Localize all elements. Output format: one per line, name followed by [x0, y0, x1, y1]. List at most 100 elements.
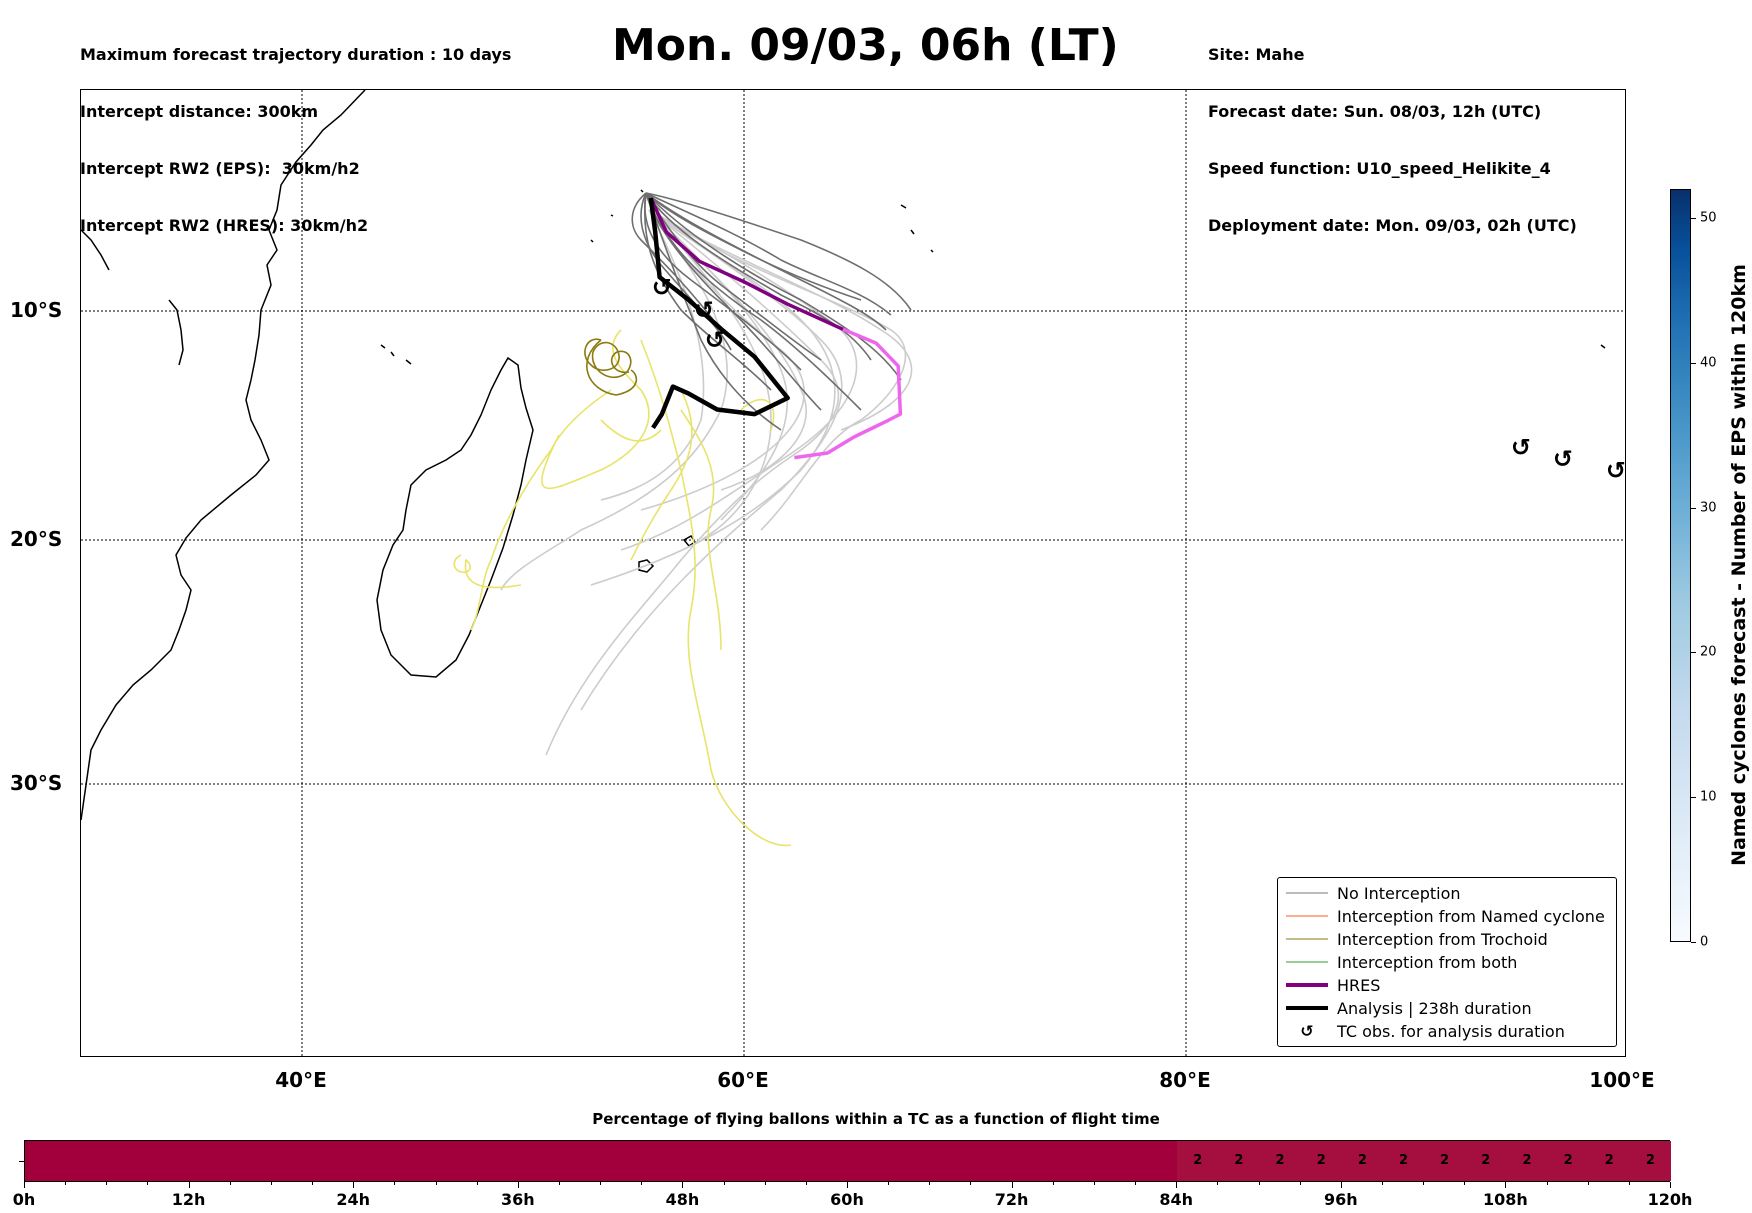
colorbar-tick	[1691, 217, 1696, 219]
legend-item-both: Interception from both	[1286, 951, 1517, 973]
timeline-tick-label: 84h	[1159, 1190, 1194, 1209]
intercept-distance-text: Intercept distance: 300km	[80, 102, 319, 121]
timeline-tick	[517, 1182, 519, 1188]
lat-label-30s: 30°S	[10, 771, 63, 795]
timeline-tick	[1176, 1182, 1178, 1188]
timeline-title: Percentage of flying ballons within a TC…	[592, 1110, 1160, 1128]
tc-observation-symbol: ↺	[652, 273, 672, 301]
timeline-tick	[1423, 1182, 1425, 1185]
legend-swatch-no-interception	[1286, 892, 1328, 894]
legend-label-both: Interception from both	[1337, 952, 1518, 972]
timeline-tick	[600, 1182, 602, 1185]
timeline-tick	[394, 1182, 396, 1185]
timeline-tick	[1628, 1182, 1630, 1185]
timeline-tick	[641, 1182, 643, 1185]
legend-item-named-cyclone: Interception from Named cyclone	[1286, 905, 1605, 927]
colorbar	[1670, 189, 1691, 942]
legend-label-trochoid: Interception from Trochoid	[1337, 929, 1548, 949]
legend-swatch-named-cyclone	[1286, 915, 1328, 917]
header-right-info: Site: Mahe Forecast date: Sun. 08/03, 12…	[1208, 7, 1577, 254]
legend-label-named-cyclone: Interception from Named cyclone	[1337, 906, 1605, 926]
colorbar-tick-label: 0	[1700, 934, 1709, 950]
tc-observation-symbol: ↺	[1511, 433, 1531, 461]
timeline-bin-value: 2	[1193, 1153, 1203, 1168]
timeline-tick	[476, 1182, 478, 1185]
timeline-bin-value: 2	[1522, 1153, 1532, 1168]
timeline-tick	[1093, 1182, 1095, 1185]
tc-observation-symbol: ↺	[694, 296, 714, 324]
timeline-tick	[188, 1182, 190, 1188]
lon-label-40e: 40°E	[275, 1068, 327, 1092]
intercept-hres-text: Intercept RW2 (HRES): 30km/h2	[80, 216, 369, 235]
legend-item-trochoid: Interception from Trochoid	[1286, 928, 1548, 950]
legend-item-analysis: Analysis | 238h duration	[1286, 997, 1532, 1019]
timeline-tick	[1011, 1182, 1013, 1188]
hres-track-late	[794, 327, 903, 460]
map-panel[interactable]: ↺ ↺ ↺ ↺ ↺ ↺	[80, 89, 1626, 1057]
timeline-tick	[1464, 1182, 1466, 1185]
colorbar-tick	[1691, 797, 1696, 799]
timeline-tick	[1258, 1182, 1260, 1185]
timeline-bin-value: 2	[1563, 1153, 1573, 1168]
timeline-tick	[1052, 1182, 1054, 1185]
legend-label-analysis: Analysis | 238h duration	[1337, 998, 1532, 1018]
legend-label-hres: HRES	[1337, 975, 1381, 995]
legend-swatch-analysis	[1286, 1006, 1328, 1010]
colorbar-tick-label: 50	[1700, 210, 1717, 226]
hres-track	[649, 197, 844, 331]
timeline-tick	[65, 1182, 67, 1185]
tc-observation-symbol: ↺	[1553, 445, 1573, 473]
colorbar-tick-label: 40	[1700, 355, 1717, 371]
tc-observation-symbol: ↺	[705, 326, 725, 354]
analysis-track	[648, 197, 790, 430]
timeline-bin-value: 2	[1398, 1153, 1409, 1168]
lat-label-20s: 20°S	[10, 527, 63, 551]
timeline-bin-value: 2	[1481, 1153, 1491, 1168]
timeline-bin-value: 2	[1316, 1153, 1326, 1168]
timeline-tick	[106, 1182, 108, 1185]
colorbar-title: Named cyclones forecast - Number of EPS …	[1728, 264, 1750, 866]
lake-tanganyika	[81, 229, 110, 271]
timeline-tick-label: 120h	[1647, 1190, 1693, 1209]
header-left-info: Maximum forecast trajectory duration : 1…	[80, 7, 511, 254]
intercept-eps-text: Intercept RW2 (EPS): 30km/h2	[80, 159, 360, 178]
timeline-tick-label: 72h	[994, 1190, 1029, 1209]
legend-item-no-interception: No Interception	[1286, 882, 1461, 904]
eps-trajectories-yellow	[453, 329, 792, 847]
timeline-tick	[723, 1182, 725, 1185]
timeline-tick	[1340, 1182, 1342, 1188]
timeline-bin-value: 2	[1645, 1153, 1655, 1168]
timeline-bin-value: 2	[1440, 1153, 1450, 1168]
coastlines	[81, 90, 1606, 821]
no-interception-trajectories	[631, 192, 912, 431]
far-east-islands	[1600, 344, 1606, 349]
timeline-tick	[312, 1182, 314, 1185]
timeline-tick-label: 96h	[1323, 1190, 1358, 1209]
site-text: Site: Mahe	[1208, 45, 1305, 64]
timeline-tick	[929, 1182, 931, 1185]
timeline-bin-value: 2	[1357, 1153, 1367, 1168]
timeline-tick	[1299, 1182, 1301, 1185]
timeline-tick	[1670, 1182, 1671, 1188]
forecast-date-text: Forecast date: Sun. 08/03, 12h (UTC)	[1208, 102, 1542, 121]
timeline-tick-label: 108h	[1482, 1190, 1528, 1209]
map-canvas[interactable]: ↺↺↺↺ ↺ ↺	[81, 90, 1626, 1057]
lon-label-100e: 100°E	[1589, 1068, 1655, 1092]
timeline-tick	[1217, 1182, 1219, 1185]
map-legend: No Interception Interception from Named …	[1277, 877, 1617, 1047]
colorbar-tick	[1691, 942, 1696, 943]
timeline-tick-label: 60h	[830, 1190, 864, 1209]
trochoid-trajectories	[584, 338, 638, 396]
colorbar-tick	[1691, 362, 1696, 364]
timeline-tick	[1381, 1182, 1383, 1185]
timeline-tick-label: 12h	[171, 1190, 206, 1209]
lake-malawi	[168, 299, 184, 366]
timeline-tick	[888, 1182, 890, 1185]
timeline-tick	[847, 1182, 848, 1188]
legend-label-tc-obs: TC obs. for analysis duration	[1337, 1021, 1565, 1041]
timeline-tick	[435, 1182, 437, 1185]
africa-coastline	[81, 90, 366, 821]
timeline-tick	[558, 1182, 560, 1185]
timeline-bin-value: 2	[1604, 1153, 1614, 1168]
cyclone-symbol-icon: ↺	[1300, 1021, 1314, 1041]
